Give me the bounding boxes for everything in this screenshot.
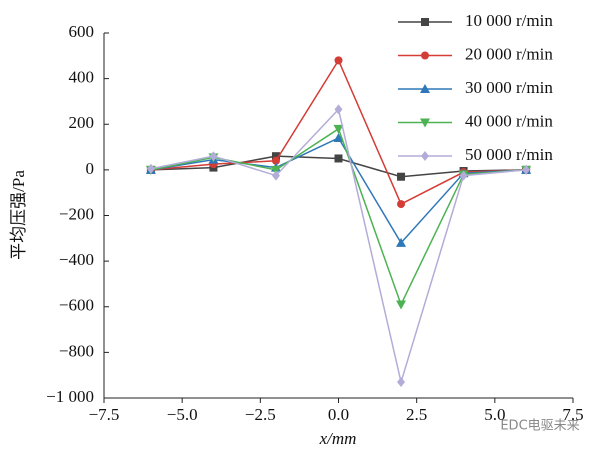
y-tick-label: 400 (69, 68, 95, 87)
marker (333, 132, 344, 142)
marker (271, 170, 280, 181)
legend-label: 30 000 r/min (465, 78, 553, 97)
marker (334, 104, 343, 115)
marker (209, 151, 218, 162)
marker (270, 165, 281, 175)
marker (397, 172, 406, 181)
legend-marker (421, 18, 429, 26)
legend-label: 50 000 r/min (465, 145, 553, 164)
legend-marker (420, 84, 430, 93)
x-tick-label: 0.0 (328, 405, 349, 424)
y-tick-label: −800 (59, 341, 94, 360)
y-axis-label: 平均压强/Pa (9, 170, 28, 260)
marker (146, 163, 155, 174)
y-tick-label: 600 (69, 22, 95, 41)
marker (396, 300, 407, 310)
watermark: EDC电驱未来 (500, 419, 579, 434)
marker (396, 237, 407, 247)
legend-label: 10 000 r/min (465, 11, 553, 30)
x-tick-label: 2.5 (406, 405, 427, 424)
x-axis-label: x/mm (319, 429, 357, 448)
x-tick-label: −7.5 (89, 405, 120, 424)
legend-label: 40 000 r/min (465, 111, 553, 130)
y-tick-label: −200 (59, 204, 94, 223)
legend-marker (421, 151, 429, 161)
marker (334, 154, 343, 163)
y-tick-label: −400 (59, 250, 94, 269)
x-tick-label: −5.0 (167, 405, 198, 424)
marker (459, 170, 468, 181)
y-tick-label: −1 000 (46, 387, 94, 406)
y-tick-label: −600 (59, 296, 94, 315)
legend-marker (421, 51, 429, 60)
marker (522, 164, 531, 175)
marker (397, 200, 406, 209)
y-tick-label: 0 (86, 159, 95, 178)
marker (271, 152, 280, 161)
x-tick-label: −2.5 (245, 405, 276, 424)
legend-label: 20 000 r/min (465, 44, 553, 63)
marker (271, 156, 280, 165)
legend-marker (420, 118, 430, 128)
marker (397, 377, 406, 388)
y-tick-label: 200 (69, 113, 95, 132)
marker (334, 56, 343, 65)
x-tick-label: 7.5 (562, 405, 583, 424)
marker (333, 124, 344, 134)
x-tick-label: 5.0 (484, 405, 505, 424)
